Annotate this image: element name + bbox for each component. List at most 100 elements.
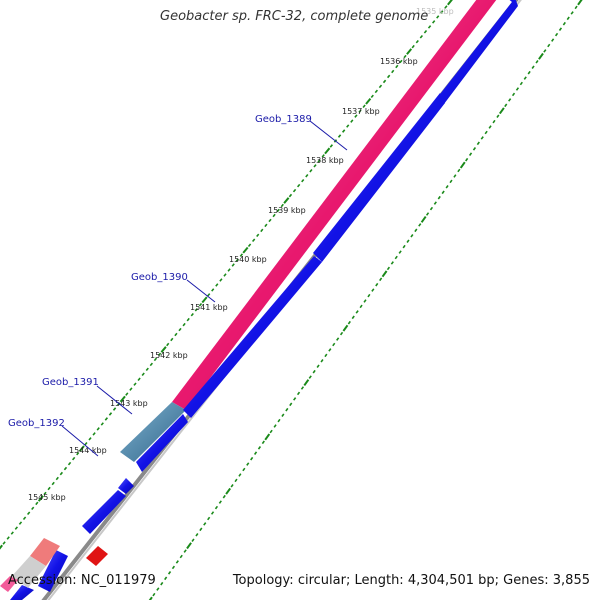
- tick-mark: [92, 432, 96, 436]
- leader-line: [186, 279, 216, 303]
- tick-mark: [129, 387, 133, 391]
- tick-mark: [234, 478, 238, 483]
- tick-mark: [67, 461, 72, 466]
- tick-mark: [273, 424, 277, 428]
- tick-mark: [256, 233, 260, 238]
- gene-feature-blue-3[interactable]: [183, 256, 322, 418]
- gene-feature-blue-7[interactable]: [38, 550, 68, 592]
- tick-mark: [339, 331, 344, 336]
- accession-value: NC_011979: [80, 573, 156, 588]
- tick-mark: [51, 481, 55, 486]
- tick-mark: [242, 246, 249, 254]
- tick-mark: [371, 288, 375, 292]
- tick-mark: [63, 466, 68, 471]
- tick-mark: [280, 203, 284, 208]
- tick-mark: [415, 39, 419, 44]
- tick-mark: [264, 433, 271, 441]
- tick-mark: [0, 544, 3, 550]
- tick-mark: [406, 239, 410, 243]
- gene-labels: Geob_1389 Geob_1390 Geob_1391 Geob_1392: [8, 114, 348, 457]
- tick-mark: [332, 342, 336, 347]
- tick-label: 1538 kbp: [306, 156, 344, 165]
- gene-feature-blue-4[interactable]: [136, 414, 188, 472]
- tick-mark: [566, 16, 570, 21]
- tick-mark: [261, 440, 265, 445]
- gene-feature-grey[interactable]: [12, 556, 46, 588]
- tick-mark: [324, 147, 331, 155]
- accession-footer: Accession: NC_011979: [8, 573, 156, 588]
- tick-mark: [218, 500, 222, 504]
- tick-mark: [277, 418, 281, 423]
- tick-mark: [246, 462, 250, 466]
- tick-mark: [164, 576, 168, 581]
- tick-mark: [201, 296, 208, 304]
- tick-mark: [171, 565, 176, 570]
- tick-mark: [285, 407, 289, 412]
- tick-mark: [410, 234, 414, 238]
- tick-mark: [22, 516, 27, 521]
- gene-feature-geob-1389[interactable]: [172, 0, 500, 410]
- tick-mark: [391, 69, 395, 74]
- tick-mark: [386, 74, 391, 79]
- tick-mark: [26, 511, 31, 516]
- leader-line: [61, 425, 99, 457]
- gene-label-geob-1392[interactable]: Geob_1392: [8, 418, 65, 429]
- tick-mark: [125, 392, 129, 396]
- tick-mark: [300, 386, 305, 390]
- tick-mark: [160, 581, 164, 586]
- tick-mark: [148, 596, 153, 600]
- tick-mark: [230, 484, 234, 488]
- tick-mark: [112, 407, 117, 411]
- gene-feature-red[interactable]: [86, 546, 108, 566]
- tick-mark: [203, 522, 207, 526]
- tick-mark: [47, 486, 51, 491]
- gene-feature-pink-small[interactable]: [0, 576, 18, 592]
- gene-feature-salmon[interactable]: [30, 538, 60, 566]
- tick-mark: [367, 293, 371, 298]
- gene-feature-blue-2[interactable]: [313, 93, 445, 262]
- tick-mark: [543, 49, 547, 53]
- tick-label: 1535 kbp: [416, 7, 454, 16]
- tick-mark: [370, 94, 374, 99]
- tick-mark: [538, 52, 544, 60]
- tick-mark: [166, 342, 170, 347]
- tick-label: 1537 kbp: [342, 107, 380, 116]
- tick-mark: [141, 372, 145, 376]
- gene-label-geob-1391[interactable]: Geob_1391: [42, 377, 99, 388]
- tick-mark: [84, 442, 88, 446]
- tick-mark: [153, 357, 158, 362]
- tick-mark: [492, 119, 496, 124]
- tick-mark: [199, 527, 203, 532]
- tick-mark: [574, 5, 578, 10]
- tick-mark: [78, 445, 85, 453]
- tick-mark: [362, 104, 366, 108]
- genes-value: 3,855: [552, 573, 590, 588]
- tick-mark: [272, 213, 276, 218]
- tick-mark: [225, 487, 232, 495]
- tick-mark: [260, 228, 264, 233]
- tick-mark: [390, 261, 394, 265]
- tick-mark: [511, 92, 516, 97]
- gene-feature-blue-6[interactable]: [82, 490, 126, 534]
- tick-mark: [386, 266, 391, 271]
- tick-mark: [515, 87, 520, 91]
- tick-mark: [480, 136, 484, 140]
- tick-mark: [395, 64, 399, 69]
- tick-mark: [423, 29, 428, 34]
- tick-mark: [174, 332, 178, 337]
- tick-label: 1543 kbp: [110, 399, 148, 408]
- gene-feature-geob-1391[interactable]: [120, 402, 186, 462]
- tick-mark: [425, 212, 430, 216]
- tick-mark: [207, 516, 211, 521]
- gene-feature-blue-1[interactable]: [437, 0, 518, 104]
- gene-label-geob-1389[interactable]: Geob_1389: [255, 114, 312, 125]
- tick-mark: [313, 164, 317, 168]
- gene-feature-blue-5[interactable]: [118, 478, 134, 494]
- tick-mark: [382, 79, 387, 84]
- tick-mark: [182, 322, 186, 327]
- map-title: Geobacter sp. FRC-32, complete genome: [160, 9, 429, 24]
- gene-label-geob-1390[interactable]: Geob_1390: [131, 272, 188, 283]
- gene-feature-blue-8[interactable]: [10, 585, 34, 600]
- tick-mark: [55, 476, 59, 481]
